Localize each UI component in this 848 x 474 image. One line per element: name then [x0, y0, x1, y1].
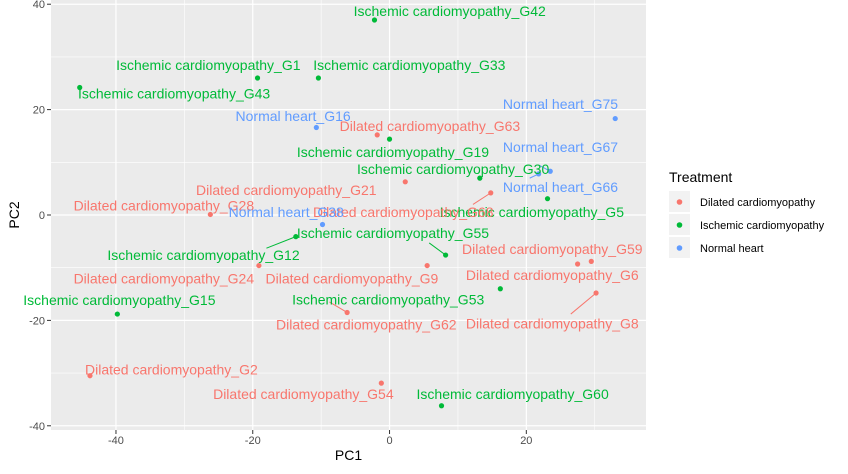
- point-label: Normal heart_G66: [503, 179, 618, 195]
- data-point: [256, 262, 262, 269]
- data-point: [536, 171, 542, 177]
- y-tick-label: -40: [29, 421, 45, 433]
- data-point: [371, 17, 378, 23]
- label-connector-line: [266, 236, 297, 249]
- point-labels: Ischemic cardiomyopathy_G42 Ischemic card…: [23, 3, 642, 402]
- x-tick-label: 0: [386, 435, 392, 447]
- point-label: Ischemic cardiomyopathy_G19: [297, 144, 489, 160]
- point-label: Dilated cardiomyopathy_G21: [196, 182, 377, 198]
- data-point: [593, 290, 599, 296]
- data-point: [344, 309, 350, 316]
- legend-key-point: [676, 245, 683, 251]
- point-label: Ischemic cardiomyopathy_G1: [116, 57, 301, 73]
- data-point: [114, 311, 120, 317]
- data-point: [315, 75, 322, 81]
- data-point: [477, 175, 483, 181]
- label-connector-line: [329, 301, 348, 313]
- data-point: [378, 380, 384, 386]
- legend-key-point: [676, 199, 683, 205]
- data-point: [588, 258, 594, 264]
- point-label: Dilated cardiomyopathy_G8: [466, 315, 639, 331]
- label-connector-line: [428, 242, 446, 256]
- point-label: Dilated cardiomyopathy_G68: [313, 204, 494, 220]
- point-label: Dilated cardiomyopathy_G2: [85, 362, 258, 378]
- point-label: Normal heart_G38: [229, 204, 344, 220]
- point-label: Normal heart_G67: [503, 139, 618, 155]
- point-label: Ischemic cardiomyopathy_G53: [292, 292, 484, 308]
- point-label: Dilated cardiomyopathy_G54: [213, 386, 394, 402]
- data-point: [575, 261, 581, 267]
- y-tick-label: 40: [33, 0, 45, 11]
- y-tick-label: 0: [39, 210, 45, 222]
- data-points: [77, 17, 618, 409]
- data-point: [207, 211, 213, 218]
- point-label: Normal heart_G16: [236, 108, 351, 124]
- point-label: Ischemic cardiomyopathy_G33: [313, 57, 505, 73]
- point-label: Dilated cardiomyopathy_G63: [340, 118, 521, 134]
- data-point: [612, 115, 618, 122]
- point-label: Ischemic cardiomyopathy_G15: [23, 292, 215, 308]
- label-connector-line: [570, 292, 597, 315]
- legend-entry-label: Normal heart: [700, 243, 764, 255]
- point-label: Normal heart_G75: [503, 96, 618, 112]
- axes: -40 -20 0 20 -40 -20 0 20 40 PC1 PC2: [6, 0, 532, 463]
- data-point: [497, 286, 503, 292]
- data-point: [544, 196, 551, 202]
- data-point: [313, 124, 319, 131]
- point-label: Dilated cardiomyopathy_G28: [74, 197, 255, 213]
- point-label: Ischemic cardiomyopathy_G60: [417, 386, 609, 402]
- data-point: [488, 190, 494, 196]
- point-label: Ischemic cardiomyopathy_G43: [78, 86, 270, 102]
- label-connector-line: [472, 192, 492, 205]
- legend-entry-label: Ischemic cardiomyopathy: [700, 220, 825, 232]
- data-point: [402, 179, 408, 185]
- data-point: [293, 234, 299, 240]
- x-tick-label: -20: [245, 435, 261, 447]
- point-label: Ischemic cardiomyopathy_G30: [357, 161, 549, 177]
- data-point: [424, 262, 430, 269]
- data-point: [374, 132, 380, 138]
- point-label: Dilated cardiomyopathy_G9: [266, 271, 439, 287]
- y-axis-label: PC2: [6, 201, 22, 228]
- point-label: Ischemic cardiomyopathy_G5: [440, 204, 625, 220]
- x-tick-label: -40: [108, 435, 124, 447]
- legend-key-point: [676, 222, 683, 228]
- point-label: Dilated cardiomyopathy_G62: [276, 316, 457, 332]
- point-label: Ischemic cardiomyopathy_G12: [107, 247, 299, 263]
- point-label: Dilated cardiomyopathy_G6: [466, 267, 639, 283]
- data-point: [438, 403, 445, 409]
- x-axis-label: PC1: [335, 447, 362, 463]
- data-point: [254, 75, 261, 81]
- data-point: [547, 168, 553, 174]
- gridlines: [51, 0, 646, 430]
- point-label: Ischemic cardiomyopathy_G55: [297, 225, 489, 241]
- legend-entry-label: Dilated cardiomyopathy: [700, 197, 815, 209]
- point-label: Dilated cardiomyopathy_G59: [462, 241, 643, 257]
- data-point: [87, 373, 93, 379]
- data-point: [77, 84, 83, 91]
- data-point: [319, 221, 326, 228]
- x-tick-label: 20: [520, 435, 532, 447]
- legend-title: Treatment: [669, 169, 732, 185]
- y-tick-label: 20: [33, 105, 45, 117]
- point-label: Dilated cardiomyopathy_G24: [74, 271, 255, 287]
- label-connectors: [266, 164, 597, 315]
- data-point: [386, 136, 393, 142]
- point-label: Ischemic cardiomyopathy_G42: [354, 3, 546, 19]
- legend: Treatment Dilated cardiomyopathy Ischemic …: [669, 169, 825, 258]
- y-tick-label: -20: [29, 315, 45, 327]
- data-point: [443, 252, 449, 258]
